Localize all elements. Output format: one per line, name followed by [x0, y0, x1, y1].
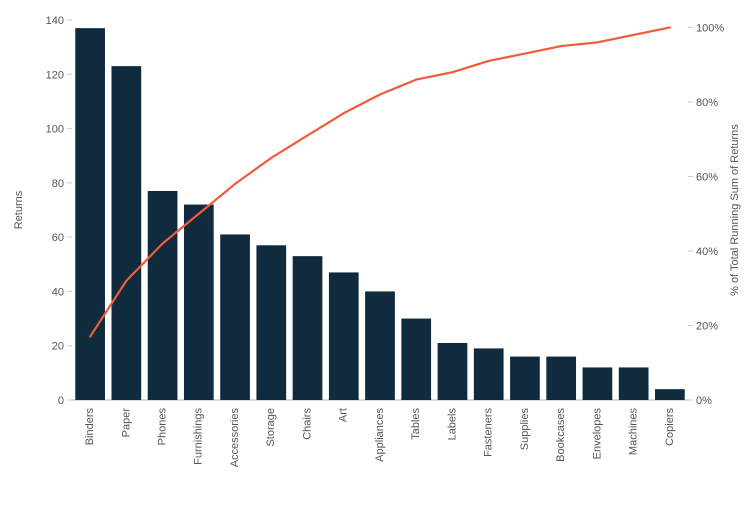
y-left-tick-label: 140 — [46, 15, 64, 27]
bar — [220, 234, 250, 400]
y-right-tick-label: 60% — [696, 171, 718, 183]
bar — [655, 389, 685, 400]
category-label: Machines — [628, 408, 640, 456]
category-label: Fasteners — [483, 408, 495, 457]
y-left-tick-label: 80 — [52, 178, 64, 190]
y-right-tick-label: 0% — [696, 395, 712, 407]
category-label: Copiers — [664, 408, 676, 446]
bar — [438, 343, 468, 400]
bar — [329, 272, 359, 400]
bar — [75, 28, 105, 400]
category-label: Accessories — [229, 408, 241, 468]
category-label: Appliances — [374, 408, 386, 462]
y-left-axis-label: Returns — [13, 190, 25, 229]
y-right-tick-label: 100% — [696, 22, 724, 34]
category-label: Paper — [120, 408, 132, 438]
bar — [546, 357, 576, 400]
y-left-tick-label: 20 — [52, 341, 64, 353]
category-label: Tables — [410, 408, 422, 440]
bar — [510, 357, 540, 400]
y-left-tick-label: 100 — [46, 124, 64, 136]
category-label: Phones — [156, 408, 168, 446]
bar — [401, 319, 431, 400]
category-label: Labels — [446, 408, 458, 441]
category-label: Envelopes — [591, 408, 603, 460]
category-label: Chairs — [301, 408, 313, 440]
bar — [365, 291, 395, 400]
y-right-tick-label: 40% — [696, 246, 718, 258]
category-label: Bookcases — [555, 408, 567, 462]
bar — [474, 348, 504, 400]
bar — [293, 256, 323, 400]
category-label: Furnishings — [193, 408, 205, 465]
category-label: Supplies — [519, 408, 531, 451]
bar — [619, 367, 649, 400]
y-right-tick-label: 20% — [696, 320, 718, 332]
y-left-tick-label: 0 — [58, 395, 64, 407]
y-left-tick-label: 120 — [46, 69, 64, 81]
category-label: Art — [338, 408, 350, 422]
y-left-tick-label: 60 — [52, 232, 64, 244]
category-label: Binders — [84, 408, 96, 446]
bar — [583, 367, 613, 400]
bar — [111, 66, 141, 400]
y-right-tick-label: 80% — [696, 97, 718, 109]
bar — [148, 191, 178, 400]
y-right-axis-label: % of Total Running Sum of Returns — [729, 124, 741, 296]
pareto-chart: 0 20 40 60 80 100 120 140 0% 20% 40% 60% 80% 100% Bind… — [0, 0, 754, 506]
category-label: Storage — [265, 408, 277, 447]
y-left-tick-label: 40 — [52, 286, 64, 298]
bar — [184, 205, 214, 400]
chart-svg: 0 20 40 60 80 100 120 140 0% 20% 40% 60% 80% 100% Bind… — [0, 0, 754, 506]
bar — [256, 245, 286, 400]
